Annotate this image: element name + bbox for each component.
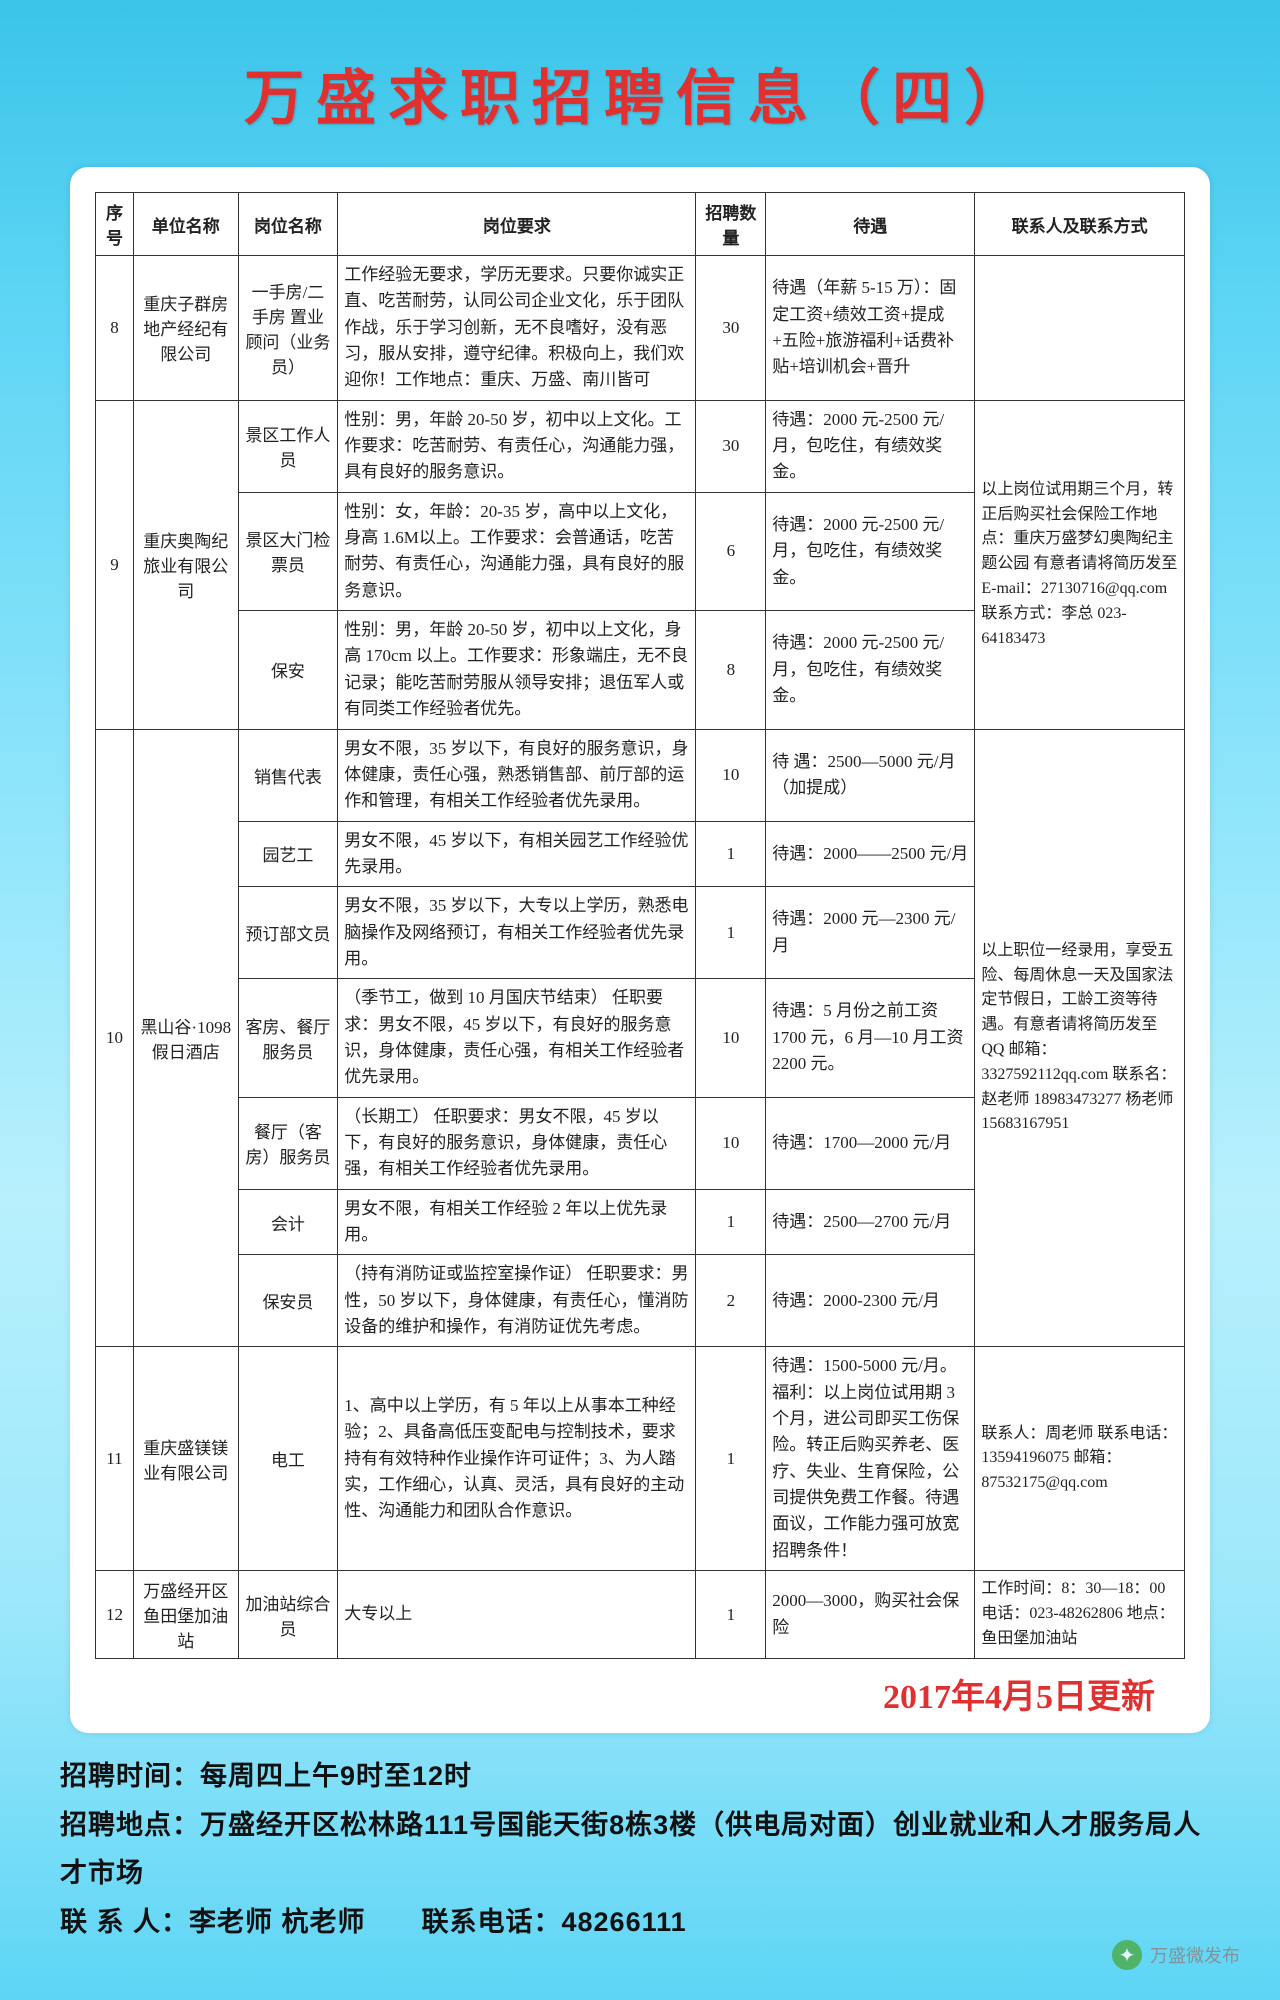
th-requirement: 岗位要求 [338, 193, 696, 256]
table-cell: 性别：男，年龄 20-50 岁，初中以上文化。工作要求：吃苦耐劳、有责任心，沟通… [338, 400, 696, 492]
table-row: 10黑山谷·1098假日酒店销售代表男女不限，35 岁以下，有良好的服务意识，身… [96, 729, 1185, 821]
table-cell: 待遇：2000 元-2500 元/月，包吃住，有绩效奖金。 [766, 400, 975, 492]
table-cell [975, 256, 1185, 401]
table-cell: 待遇：2000-2300 元/月 [766, 1255, 975, 1347]
table-cell: 待遇：2000 元-2500 元/月，包吃住，有绩效奖金。 [766, 492, 975, 610]
th-contact: 联系人及联系方式 [975, 193, 1185, 256]
table-cell: 8 [696, 611, 766, 729]
table-row: 8重庆子群房地产经纪有限公司一手房/二手房 置业顾问（业务员）工作经验无要求，学… [96, 256, 1185, 401]
table-row: 12万盛经开区鱼田堡加油站加油站综合员大专以上12000—3000，购买社会保险… [96, 1571, 1185, 1659]
table-cell: 景区工作人员 [238, 400, 338, 492]
job-table: 序号 单位名称 岗位名称 岗位要求 招聘数量 待遇 联系人及联系方式 8重庆子群… [95, 192, 1185, 1659]
table-cell: 1 [696, 1571, 766, 1659]
table-cell: 电工 [238, 1347, 338, 1571]
table-cell: 重庆盛镁镁业有限公司 [133, 1347, 238, 1571]
table-row: 9重庆奥陶纪旅业有限公司景区工作人员性别：男，年龄 20-50 岁，初中以上文化… [96, 400, 1185, 492]
table-cell: （季节工，做到 10 月国庆节结束） 任职要求：男女不限，45 岁以下，有良好的… [338, 979, 696, 1097]
table-cell: 一手房/二手房 置业顾问（业务员） [238, 256, 338, 401]
table-cell: 园艺工 [238, 821, 338, 887]
table-cell: 性别：女，年龄：20-35 岁，高中以上文化，身高 1.6M以上。工作要求：会普… [338, 492, 696, 610]
table-cell: 加油站综合员 [238, 1571, 338, 1659]
table-cell: 待遇：1500-5000 元/月。福利：以上岗位试用期 3 个月，进公司即买工伤… [766, 1347, 975, 1571]
table-cell: 待遇：1700—2000 元/月 [766, 1097, 975, 1189]
page-title: 万盛求职招聘信息（四） [0, 0, 1280, 147]
table-cell: 男女不限，35 岁以下，大专以上学历，熟悉电脑操作及网络预订，有相关工作经验者优… [338, 887, 696, 979]
table-cell: 8 [96, 256, 134, 401]
table-cell: 待遇：5 月份之前工资 1700 元，6 月—10 月工资 2200 元。 [766, 979, 975, 1097]
table-cell: 1 [696, 887, 766, 979]
table-cell: 2000—3000，购买社会保险 [766, 1571, 975, 1659]
table-cell: 保安员 [238, 1255, 338, 1347]
table-cell: 黑山谷·1098假日酒店 [133, 729, 238, 1347]
table-cell: 1、高中以上学历，有 5 年以上从事本工种经验；2、具备高低压变配电与控制技术，… [338, 1347, 696, 1571]
table-cell: 待遇：2000 元—2300 元/月 [766, 887, 975, 979]
table-cell: （长期工） 任职要求：男女不限，45 岁以下，有良好的服务意识，身体健康，责任心… [338, 1097, 696, 1189]
table-cell: 重庆奥陶纪旅业有限公司 [133, 400, 238, 729]
th-company: 单位名称 [133, 193, 238, 256]
th-treatment: 待遇 [766, 193, 975, 256]
table-header-row: 序号 单位名称 岗位名称 岗位要求 招聘数量 待遇 联系人及联系方式 [96, 193, 1185, 256]
table-cell: 男女不限，有相关工作经验 2 年以上优先录用。 [338, 1189, 696, 1255]
table-cell: 客房、餐厅服务员 [238, 979, 338, 1097]
table-panel: 序号 单位名称 岗位名称 岗位要求 招聘数量 待遇 联系人及联系方式 8重庆子群… [70, 167, 1210, 1733]
table-cell: 联系人：周老师 联系电话：13594196075 邮箱：87532175@qq.… [975, 1347, 1185, 1571]
table-cell: 30 [696, 256, 766, 401]
footer-time: 招聘时间：每周四上午9时至12时 [60, 1753, 1220, 1800]
table-cell: 男女不限，35 岁以下，有良好的服务意识，身体健康，责任心强，熟悉销售部、前厅部… [338, 729, 696, 821]
table-cell: 万盛经开区鱼田堡加油站 [133, 1571, 238, 1659]
footer-block: 招聘时间：每周四上午9时至12时 招聘地点：万盛经开区松林路111号国能天街8栋… [60, 1753, 1220, 1946]
table-cell: 待遇：2000——2500 元/月 [766, 821, 975, 887]
footer-addr: 招聘地点：万盛经开区松林路111号国能天街8栋3楼（供电局对面）创业就业和人才服… [60, 1802, 1220, 1897]
wechat-icon: ✦ [1112, 1940, 1142, 1970]
watermark-text: 万盛微发布 [1150, 1942, 1240, 1968]
table-cell: 待遇：2500—2700 元/月 [766, 1189, 975, 1255]
table-cell: 1 [696, 821, 766, 887]
table-cell: 以上岗位试用期三个月，转正后购买社会保险工作地点：重庆万盛梦幻奥陶纪主题公园 有… [975, 400, 1185, 729]
table-cell: （持有消防证或监控室操作证） 任职要求：男性，50 岁以下，身体健康，有责任心，… [338, 1255, 696, 1347]
table-cell: 待遇：2000 元-2500 元/月，包吃住，有绩效奖金。 [766, 611, 975, 729]
table-cell: 以上职位一经录用，享受五险、每周休息一天及国家法定节假日，工龄工资等待遇。有意者… [975, 729, 1185, 1347]
table-cell: 餐厅（客房）服务员 [238, 1097, 338, 1189]
table-cell: 6 [696, 492, 766, 610]
table-cell: 10 [696, 979, 766, 1097]
table-cell: 11 [96, 1347, 134, 1571]
table-cell: 会计 [238, 1189, 338, 1255]
table-row: 11重庆盛镁镁业有限公司电工1、高中以上学历，有 5 年以上从事本工种经验；2、… [96, 1347, 1185, 1571]
watermark: ✦ 万盛微发布 [1112, 1940, 1240, 1970]
table-cell: 性别：男，年龄 20-50 岁，初中以上文化，身高 170cm 以上。工作要求：… [338, 611, 696, 729]
table-cell: 2 [696, 1255, 766, 1347]
table-cell: 大专以上 [338, 1571, 696, 1659]
th-idx: 序号 [96, 193, 134, 256]
table-cell: 30 [696, 400, 766, 492]
table-cell: 保安 [238, 611, 338, 729]
table-cell: 1 [696, 1189, 766, 1255]
table-cell: 预订部文员 [238, 887, 338, 979]
table-cell: 10 [96, 729, 134, 1347]
th-position: 岗位名称 [238, 193, 338, 256]
table-cell: 待遇（年薪 5-15 万）：固定工资+绩效工资+提成+五险+旅游福利+话费补贴+… [766, 256, 975, 401]
table-cell: 销售代表 [238, 729, 338, 821]
update-date: 2017年4月5日更新 [95, 1659, 1185, 1718]
table-cell: 男女不限，45 岁以下，有相关园艺工作经验优先录用。 [338, 821, 696, 887]
table-cell: 工作经验无要求，学历无要求。只要你诚实正直、吃苦耐劳，认同公司企业文化，乐于团队… [338, 256, 696, 401]
table-cell: 1 [696, 1347, 766, 1571]
table-cell: 10 [696, 1097, 766, 1189]
table-cell: 9 [96, 400, 134, 729]
table-cell: 12 [96, 1571, 134, 1659]
footer-contact: 联 系 人：李老师 杭老师 联系电话：48266111 [60, 1899, 1220, 1946]
th-count: 招聘数量 [696, 193, 766, 256]
table-cell: 重庆子群房地产经纪有限公司 [133, 256, 238, 401]
table-cell: 工作时间：8：30—18：00 电话：023-48262806 地点：鱼田堡加油… [975, 1571, 1185, 1659]
table-cell: 景区大门检票员 [238, 492, 338, 610]
table-cell: 待 遇：2500—5000 元/月（加提成） [766, 729, 975, 821]
table-cell: 10 [696, 729, 766, 821]
